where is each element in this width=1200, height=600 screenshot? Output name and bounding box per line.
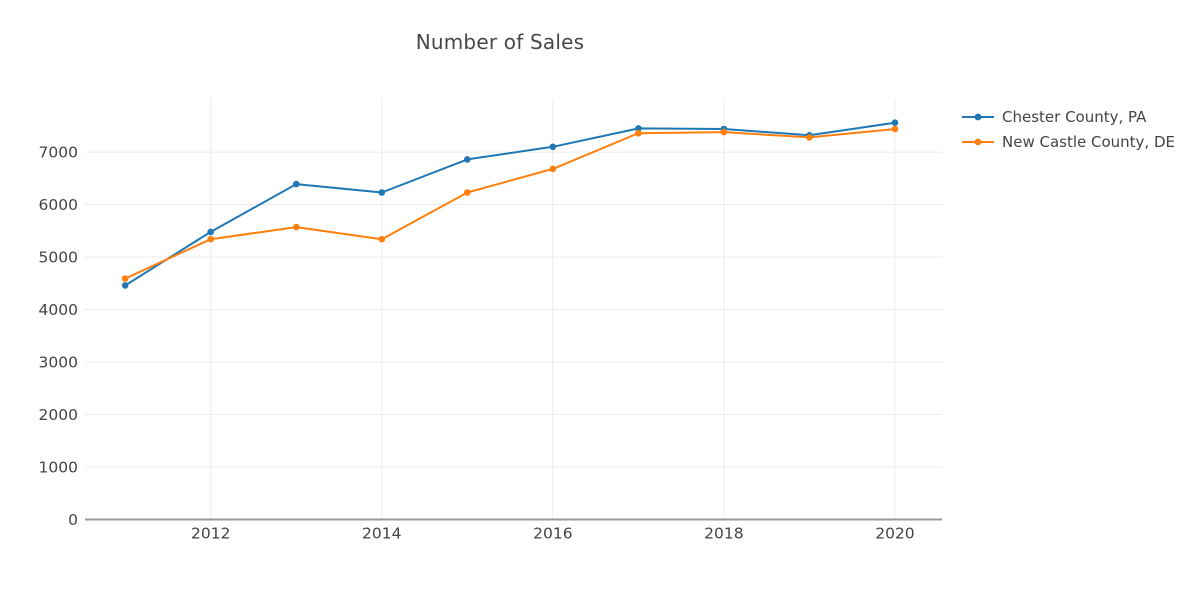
data-point-new-castle-county-de-2020: [891, 125, 899, 133]
y-tick-label-1000: 1000: [39, 459, 78, 477]
data-point-new-castle-county-de-2016: [549, 165, 557, 173]
data-point-new-castle-county-de-2017: [635, 129, 642, 137]
legend-label-new-castle-county-de: New Castle County, DE: [1002, 132, 1175, 151]
series-line-chester-county-pa: [124, 121, 896, 287]
y-tick-label-6000: 6000: [39, 196, 78, 214]
legend-line-marker-icon: [962, 138, 994, 145]
data-point-new-castle-county-de-2018: [720, 128, 728, 136]
data-point-chester-county-pa-2017: [635, 125, 642, 132]
y-tick-label-7000: 7000: [39, 144, 78, 162]
x-tick-label-2018: 2018: [704, 525, 743, 543]
x-tick-label-2014: 2014: [362, 525, 401, 543]
y-tick-label-4000: 4000: [39, 301, 78, 319]
data-point-chester-county-pa-2016: [549, 143, 557, 151]
data-point-new-castle-county-de-2019: [806, 134, 813, 141]
y-tick-label-2000: 2000: [39, 406, 78, 424]
legend-item-chester-county-pa[interactable]: Chester County, PA: [961, 104, 1175, 129]
x-tick-label-2016: 2016: [533, 525, 572, 543]
data-point-chester-county-pa-2020: [891, 119, 899, 126]
series-line-new-castle-county-de: [124, 128, 896, 280]
chart-title: Number of Sales: [415, 30, 585, 54]
data-point-chester-county-pa-2012: [207, 228, 214, 236]
data-point-chester-county-pa-2013: [293, 180, 300, 188]
y-tick-label-3000: 3000: [39, 354, 78, 372]
data-point-new-castle-county-de-2012: [207, 235, 214, 243]
legend-label-chester-county-pa: Chester County, PA: [1002, 107, 1147, 126]
x-tick-label-2012: 2012: [191, 525, 230, 543]
legend-line-marker-icon: [962, 113, 994, 120]
y-tick-label-0: 0: [68, 511, 78, 529]
data-point-new-castle-county-de-2015: [464, 189, 471, 196]
data-point-chester-county-pa-2015: [464, 156, 471, 163]
data-point-new-castle-county-de-2011: [121, 275, 129, 282]
data-point-new-castle-county-de-2013: [293, 223, 300, 231]
data-point-chester-county-pa-2011: [121, 282, 129, 289]
legend-item-new-castle-county-de[interactable]: New Castle County, DE: [961, 129, 1175, 154]
x-tick-label-2020: 2020: [875, 525, 914, 543]
data-point-new-castle-county-de-2014: [378, 235, 386, 243]
y-tick-label-5000: 5000: [39, 249, 78, 267]
data-point-chester-county-pa-2014: [378, 189, 386, 196]
legend: Chester County, PA New Castle County, DE: [961, 104, 1175, 154]
